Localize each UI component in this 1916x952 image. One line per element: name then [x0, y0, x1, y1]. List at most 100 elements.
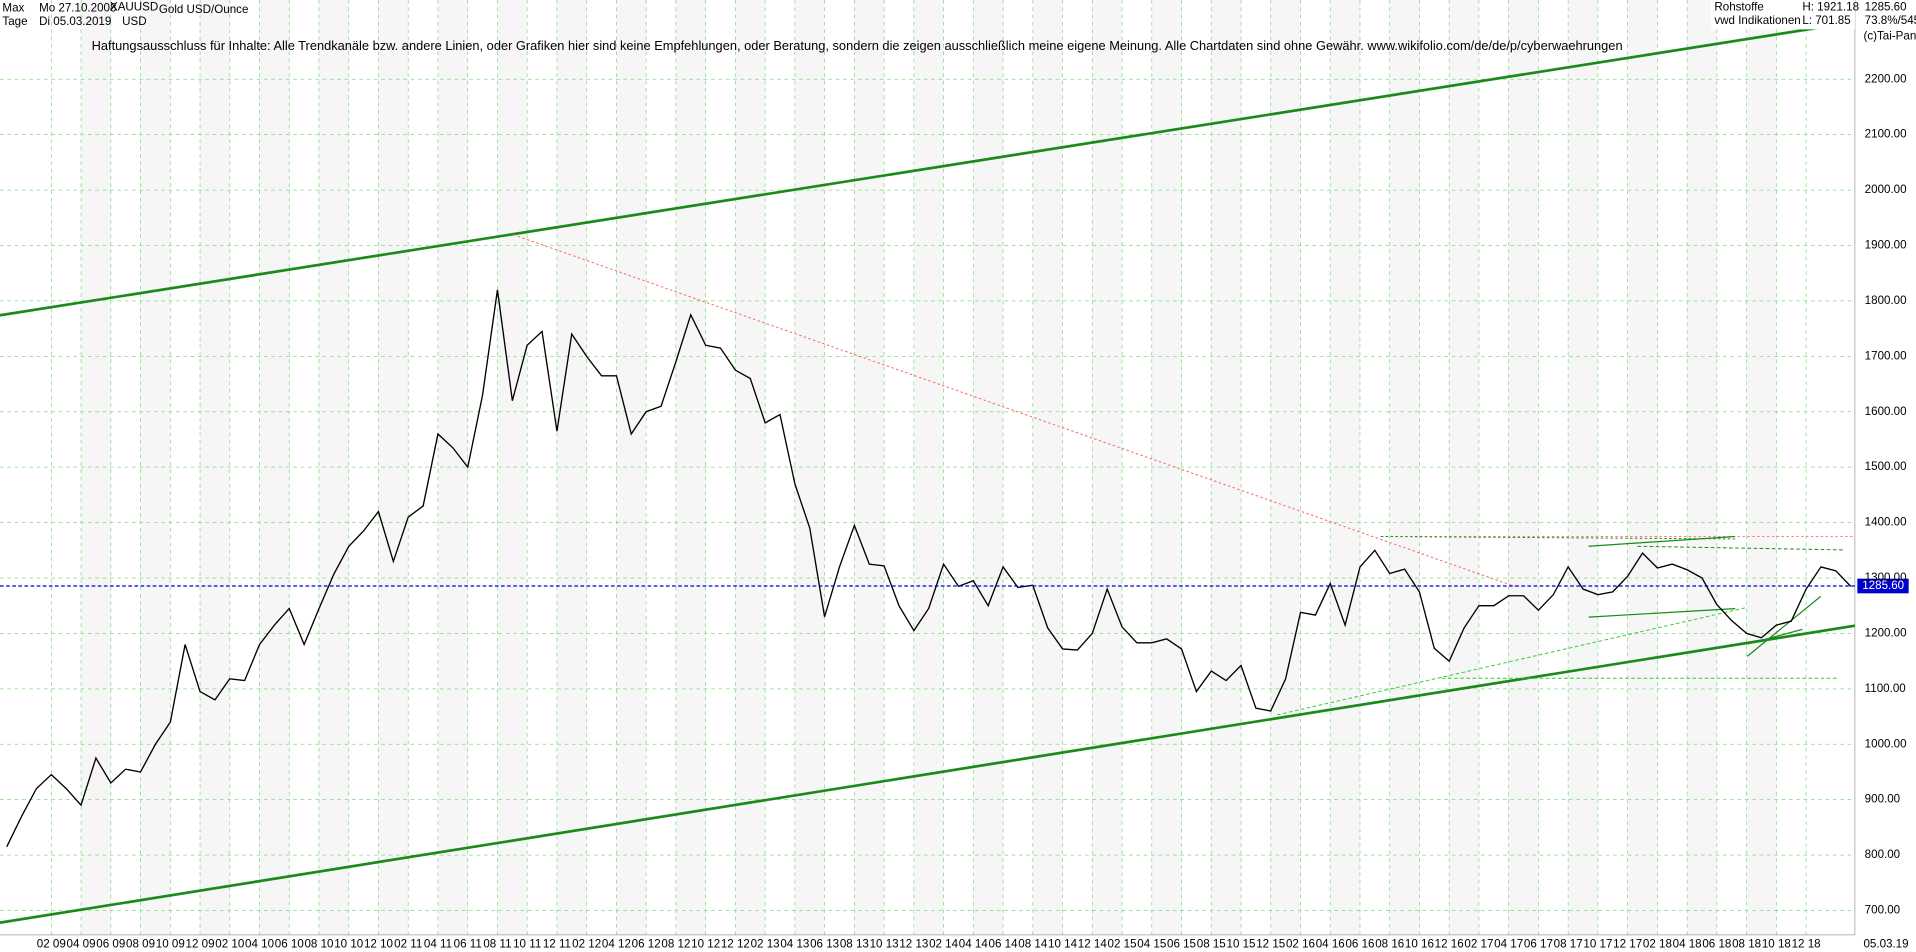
x-tick-label: 02 09	[37, 938, 66, 951]
x-tick-label: 06 14	[989, 938, 1019, 951]
x-tick-label: 04 09	[67, 938, 96, 951]
x-tick-label: 10 18	[1762, 938, 1791, 951]
symbol: XAUUSD	[110, 0, 158, 13]
y-tick-label: 1300.00	[1865, 571, 1907, 584]
x-tick-label: 06 11	[454, 938, 482, 951]
x-tick-label: 02 17	[1464, 938, 1493, 951]
source: vwd Indikationen	[1714, 14, 1800, 27]
x-tick-label: 12 15	[1256, 938, 1285, 951]
last-price-box	[1857, 578, 1909, 594]
x-tick-label: 02 11	[394, 938, 422, 951]
x-tick-label: 04 18	[1673, 938, 1702, 951]
x-end-label: 05.03.19	[1863, 938, 1908, 951]
high: H: 1921.18	[1802, 0, 1859, 13]
x-tick-label: 10 10	[334, 938, 363, 951]
low: L: 701.85	[1802, 14, 1850, 27]
x-tick-label: 06 16	[1345, 938, 1374, 951]
x-tick-label: 06 12	[632, 938, 661, 951]
resistance-line	[513, 234, 1516, 588]
channel-lower	[0, 624, 1856, 924]
x-tick-label: 08 13	[840, 938, 869, 951]
x-tick-label: 02 18	[1643, 938, 1672, 951]
channel-upper	[0, 20, 1856, 317]
x-tick-label: 04 15	[1137, 938, 1166, 951]
y-tick-label: 2100.00	[1865, 128, 1907, 141]
x-tick-label: 12 18	[1792, 938, 1821, 951]
y-tick-label: 2000.00	[1865, 183, 1907, 196]
x-tick-label: 12 11	[543, 938, 571, 951]
x-tick-label: 04 16	[1316, 938, 1345, 951]
x-tick-label: 12 09	[186, 938, 215, 951]
y-tick-label: 1100.00	[1865, 682, 1906, 695]
x-tick-label: 02 15	[1108, 938, 1137, 951]
info-box	[1710, 0, 1855, 30]
wedge-upper	[1746, 595, 1822, 657]
x-tick-label: 10 16	[1405, 938, 1434, 951]
top-line	[1380, 536, 1736, 540]
top-line-2	[1588, 535, 1736, 547]
chart-title: Gold USD/Ounce	[159, 3, 249, 16]
x-tick-label: 06 15	[1167, 938, 1196, 951]
x-tick-label: 08 12	[661, 938, 690, 951]
x-tick-label: 02 16	[1286, 938, 1315, 951]
x-tick-label: 10 13	[870, 938, 899, 951]
x-tick-label: 06 09	[96, 938, 125, 951]
annotation: Haftungsausschluss für Inhalte: Alle Tre…	[92, 38, 1623, 53]
y-tick-label: 700.00	[1865, 904, 1900, 917]
y-tick-label: 1500.00	[1865, 460, 1907, 473]
x-tick-label: 04 10	[245, 938, 274, 951]
y-tick-label: 1400.00	[1865, 516, 1907, 529]
x-tick-label: 06 10	[275, 938, 304, 951]
y-tick-label: 1700.00	[1865, 349, 1907, 362]
market: Rohstoffe	[1714, 0, 1763, 13]
start-date: Mo 27.10.2008	[39, 2, 116, 15]
x-tick-label: 12 12	[721, 938, 750, 951]
x-tick-label: 08 17	[1554, 938, 1583, 951]
end-date: Di 05.03.2019	[39, 15, 111, 28]
x-tick-label: 04 12	[602, 938, 631, 951]
price-line	[6, 289, 1852, 848]
plot-background	[81, 0, 1777, 935]
currency: USD	[122, 15, 146, 28]
copyright: (c)Tai-Pan	[1863, 30, 1916, 43]
x-tick-label: 08 09	[126, 938, 155, 951]
x-tick-label: 04 14	[959, 938, 989, 951]
x-tick-label: 06 13	[810, 938, 839, 951]
x-tick-label: 02 14	[929, 938, 959, 951]
y-tick-label: 1800.00	[1865, 294, 1907, 307]
retracement: 73.8%/545.7	[1865, 14, 1916, 27]
x-tick-label: 08 10	[304, 938, 333, 951]
y-tick-label: 900.00	[1865, 793, 1900, 806]
x-tick-label: 12 14	[1078, 938, 1108, 951]
support-line	[1276, 606, 1748, 716]
x-tick-label: 10 09	[156, 938, 185, 951]
x-tick-label: 10 12	[691, 938, 720, 951]
foreground: 1285.60	[0, 289, 1909, 848]
x-tick-label: 06 18	[1702, 938, 1731, 951]
y-tick-label: 1200.00	[1865, 626, 1907, 639]
y-tick-label: 1000.00	[1865, 737, 1907, 750]
x-tick-label: 10 11	[513, 938, 541, 951]
interval: Tage	[2, 15, 27, 28]
period: Max	[2, 2, 24, 15]
x-tick-label: 10 14	[1048, 938, 1078, 951]
x-tick-label: 10 15	[1226, 938, 1255, 951]
y-tick-label: 1900.00	[1865, 239, 1907, 252]
x-tick-label: 08 14	[1018, 938, 1048, 951]
x-tick-label: 10 17	[1583, 938, 1612, 951]
grid	[0, 0, 1856, 936]
x-tick-label: 04 13	[780, 938, 809, 951]
last-price-header: 1285.60	[1865, 0, 1907, 13]
y-tick-label: 800.00	[1865, 848, 1900, 861]
top-line-3	[1637, 545, 1846, 551]
y-tick-label: 1600.00	[1865, 405, 1907, 418]
x-tick-label: 02 12	[572, 938, 601, 951]
x-tick-label: 12 13	[899, 938, 928, 951]
x-tick-label: 08 15	[1197, 938, 1226, 951]
x-tick-label: 02 13	[751, 938, 780, 951]
mid-line	[1588, 607, 1736, 618]
x-tick-label: 04 11	[424, 938, 452, 951]
trend-lines	[0, 20, 1856, 924]
x-tick-label: 02 10	[215, 938, 244, 951]
